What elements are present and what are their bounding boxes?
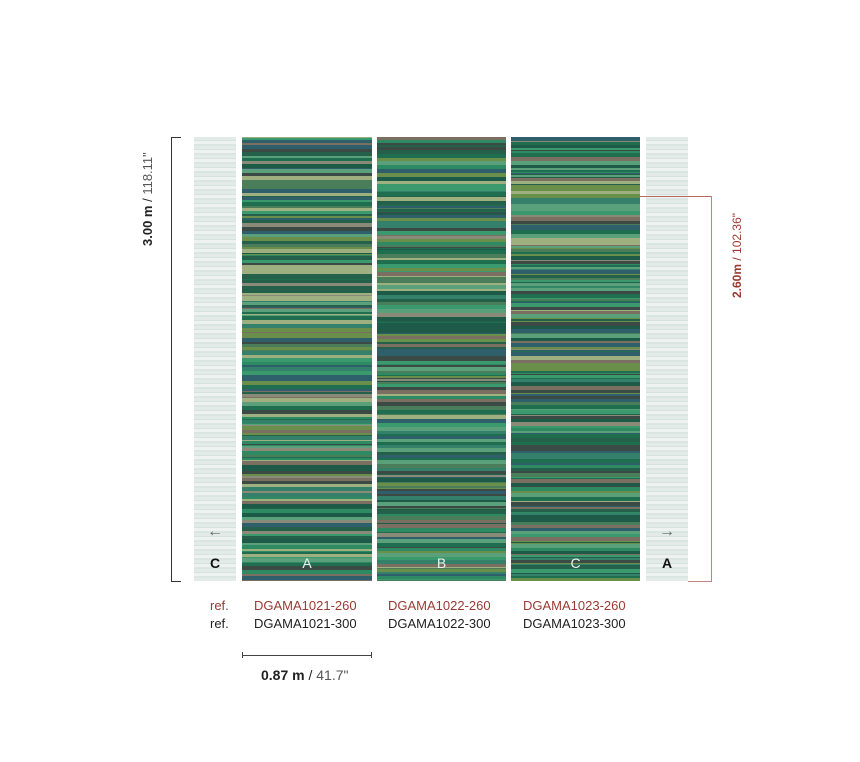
ref-code-260: DGAMA1022-260	[388, 598, 491, 613]
ref-code-300: DGAMA1022-300	[388, 616, 491, 631]
height2-label: 2.60m / 102.36"	[730, 212, 744, 298]
ref-c: DGAMA1023-260 DGAMA1023-300	[523, 597, 626, 633]
width-label: 0.87 m / 41.7"	[261, 667, 349, 683]
ref-b: DGAMA1022-260 DGAMA1022-300	[388, 597, 491, 633]
ref-code-300: DGAMA1023-300	[523, 616, 626, 631]
side-panel-right: → A	[646, 137, 688, 581]
arrow-left-icon: ←	[207, 523, 223, 540]
height-tick-bottom	[171, 581, 181, 582]
width-bracket	[242, 655, 372, 656]
height-tick-top	[171, 137, 181, 138]
width-tick-left	[242, 652, 243, 658]
ref-prefix-300: ref.	[210, 616, 229, 631]
ref-code-300: DGAMA1021-300	[254, 616, 357, 631]
panel-label: A	[661, 555, 673, 571]
ref-code-260: DGAMA1021-260	[254, 598, 357, 613]
panel-label: C	[570, 555, 581, 571]
ref-prefixes: ref. ref.	[210, 597, 229, 633]
height2-top-line	[640, 196, 712, 197]
panel-label: A	[302, 555, 312, 571]
panel-label: B	[436, 555, 447, 571]
width-tick-right	[371, 652, 372, 658]
ref-code-260: DGAMA1023-260	[523, 598, 626, 613]
ref-a: DGAMA1021-260 DGAMA1021-300	[254, 597, 357, 633]
height2-bracket	[711, 196, 712, 581]
side-panel-left: ← C	[194, 137, 236, 581]
height2-tick-bottom	[688, 581, 712, 582]
ref-prefix-260: ref.	[210, 598, 229, 613]
panel-a: A	[242, 137, 372, 581]
panel-b: B	[377, 137, 506, 581]
arrow-right-icon: →	[659, 523, 675, 540]
panel-c: C	[511, 137, 640, 581]
height-label: 3.00 m / 118.11"	[140, 152, 155, 246]
panel-label: C	[209, 555, 221, 571]
height-bracket	[171, 137, 172, 581]
